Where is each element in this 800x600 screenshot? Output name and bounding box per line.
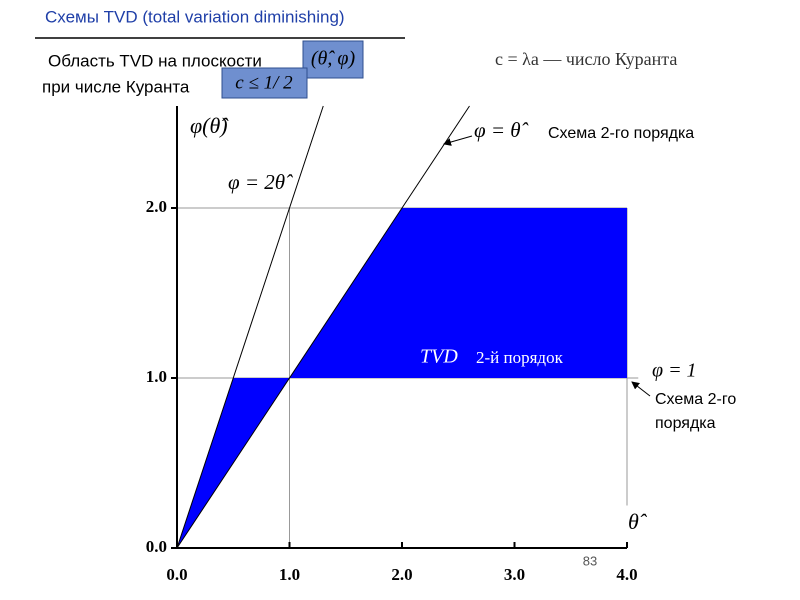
- x-tick-label: 1.0: [279, 565, 300, 584]
- slide-title: Схемы TVD (total variation diminishing): [45, 7, 345, 26]
- formula-box: [302, 40, 364, 79]
- x-tick-label: 2.0: [391, 565, 412, 584]
- arrow: [443, 135, 473, 146]
- limiter-line: [176, 105, 470, 549]
- formula: c ≤ 1/ 2: [235, 72, 293, 93]
- x-tick-label: 4.0: [616, 565, 637, 584]
- region-label: TVD: [420, 346, 458, 368]
- text-line: при числе Куранта: [42, 77, 190, 96]
- y-axis-label: φ(θ̂): [190, 113, 229, 138]
- region-label: 2-й порядок: [476, 348, 564, 367]
- text-line: Область TVD на плоскости: [48, 51, 262, 70]
- plot: 0.0 1.0 2.0 3.0 4.0 0.0 1.0 2.0 φ(θ̂) θ̂ φ = 2θ̂ φ …: [146, 105, 736, 584]
- x-tick-label: 0.0: [166, 565, 187, 584]
- x-tick-label: 3.0: [504, 565, 525, 584]
- annotation: порядка: [655, 415, 716, 432]
- line-label: φ = 2θ̂: [228, 170, 293, 194]
- limiter-line: [176, 105, 324, 549]
- annotation: Схема 2-го порядка: [548, 125, 694, 142]
- page-number: 83: [583, 553, 597, 568]
- y-tick-label: 2.0: [146, 197, 167, 216]
- line-label: φ = 1: [652, 360, 697, 382]
- tvd-region: [289, 208, 627, 378]
- arrow: [631, 381, 651, 397]
- y-tick-label: 0.0: [146, 537, 167, 556]
- formula: c = λa — число Куранта: [495, 49, 677, 69]
- line-label: φ = θ̂: [474, 118, 529, 142]
- formula-box: [221, 67, 308, 99]
- y-tick-label: 1.0: [146, 367, 167, 386]
- annotation: Схема 2-го: [655, 391, 736, 408]
- formula: (θ̂, φ): [311, 48, 356, 70]
- x-axis-label: θ̂: [628, 509, 648, 534]
